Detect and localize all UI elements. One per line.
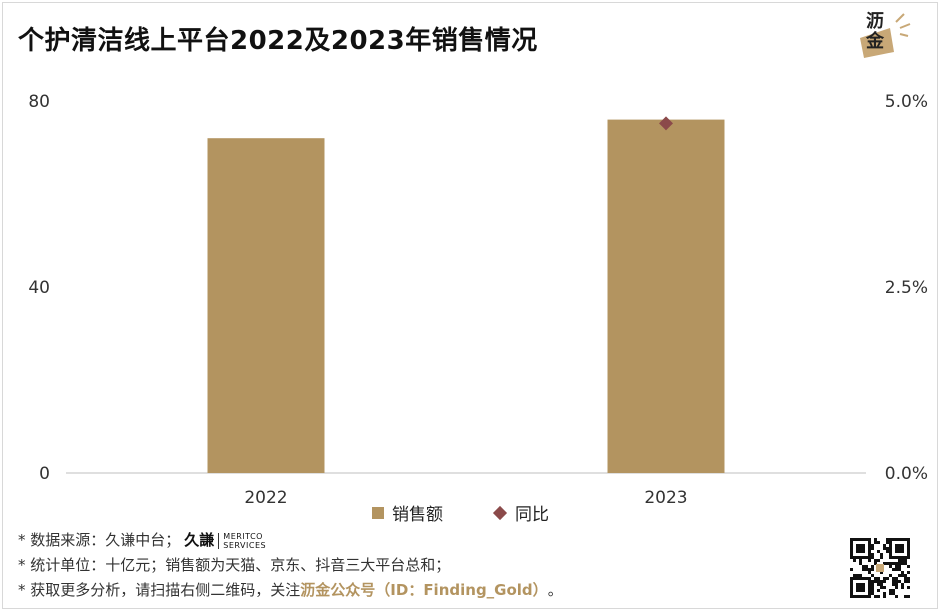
chart-title: 个护清洁线上平台2022及2023年销售情况: [18, 26, 538, 56]
legend-label-sales: 销售额: [392, 505, 443, 525]
note-unit-text: * 统计单位：十亿元；销售额为天猫、京东、抖音三大平台总和；: [18, 556, 451, 574]
note-follow: * 获取更多分析，请扫描右侧二维码，关注 沥金公众号（ID：Finding_Go…: [18, 578, 563, 603]
note-follow-account[interactable]: 沥金公众号（ID：Finding_Gold）: [300, 581, 548, 599]
meritco-name-line1: MERITCO: [223, 531, 263, 541]
chart-legend: 销售额 同比: [372, 500, 549, 525]
qr-code-icon[interactable]: [850, 538, 910, 598]
meritco-name-line2: SERVICES: [223, 540, 267, 550]
note-follow-suffix: 。: [547, 581, 563, 599]
note-unit: * 统计单位：十亿元；销售额为天猫、京东、抖音三大平台总和；: [18, 553, 563, 578]
y-left-tick-label: 80: [28, 92, 50, 112]
y-right-tick-label: 0.0%: [885, 464, 928, 484]
brand-logo-icon: 沥金: [856, 12, 912, 60]
note-source: * 数据来源：久谦中台； 久謙 MERITCO SERVICES: [18, 528, 563, 553]
bar-sales: [207, 138, 325, 473]
y-left-tick-label: 0: [39, 464, 50, 484]
legend-label-yoy: 同比: [515, 505, 549, 525]
meritco-divider: [218, 532, 220, 549]
note-follow-prefix: * 获取更多分析，请扫描右侧二维码，关注: [18, 581, 301, 599]
meritco-mark: 久謙: [184, 531, 215, 549]
legend-swatch-sales: [372, 506, 384, 519]
point-yoy: [659, 116, 673, 131]
logo-text: 沥金: [866, 11, 884, 52]
bar-sales: [607, 119, 725, 473]
y-right-tick-label: 5.0%: [885, 92, 928, 112]
y-right-tick-label: 2.5%: [885, 278, 928, 298]
note-source-text: * 数据来源：久谦中台；: [18, 531, 181, 549]
legend-item-yoy: 同比: [492, 500, 549, 525]
meritco-logo: 久謙 MERITCO SERVICES: [184, 528, 266, 553]
footnotes: * 数据来源：久谦中台； 久謙 MERITCO SERVICES * 统计单位：…: [18, 528, 563, 603]
y-left-tick-label: 40: [28, 278, 50, 298]
x-tick-label: 2023: [644, 488, 687, 508]
meritco-name: MERITCO SERVICES: [223, 532, 266, 550]
legend-item-sales: 销售额: [372, 500, 443, 525]
x-tick-label: 2022: [244, 488, 287, 508]
legend-swatch-yoy: [492, 505, 508, 520]
